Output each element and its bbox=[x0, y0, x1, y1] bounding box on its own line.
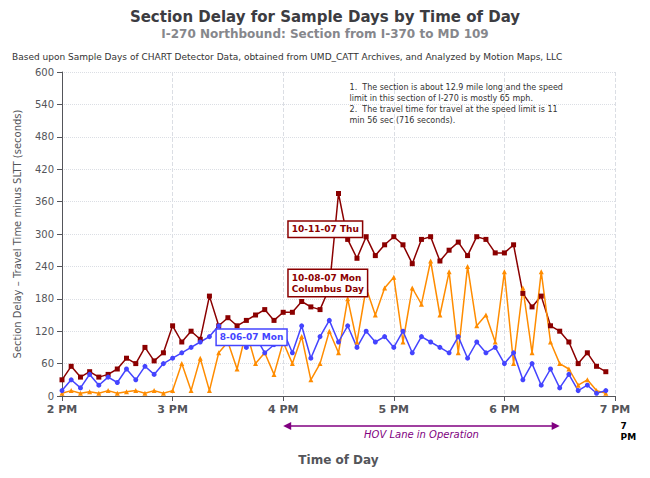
svg-text:Based upon Sample Days of CHAR: Based upon Sample Days of CHART Detector… bbox=[12, 52, 562, 62]
svg-text:PM: PM bbox=[621, 432, 637, 442]
svg-text:7 PM: 7 PM bbox=[600, 403, 631, 416]
svg-text:4 PM: 4 PM bbox=[268, 403, 299, 416]
svg-text:10-08-07 Mon: 10-08-07 Mon bbox=[292, 273, 362, 283]
svg-text:600: 600 bbox=[35, 67, 54, 78]
svg-text:180: 180 bbox=[35, 293, 54, 304]
svg-text:limit in this section of I-270: limit in this section of I-270 is mostly… bbox=[350, 94, 533, 103]
svg-text:2. The travel time for travel: 2. The travel time for travel at the spe… bbox=[350, 105, 558, 114]
svg-text:540: 540 bbox=[35, 99, 54, 110]
svg-text:420: 420 bbox=[35, 164, 54, 175]
svg-text:2 PM: 2 PM bbox=[47, 403, 78, 416]
svg-text:300: 300 bbox=[35, 229, 54, 240]
svg-text:I-270 Northbound: Section from: I-270 Northbound: Section from I-370 to … bbox=[161, 27, 488, 41]
svg-text:min 56 sec (716 seconds).: min 56 sec (716 seconds). bbox=[350, 116, 456, 125]
svg-text:8-06-07 Mon: 8-06-07 Mon bbox=[220, 332, 283, 342]
svg-text:3 PM: 3 PM bbox=[157, 403, 188, 416]
svg-text:0: 0 bbox=[48, 391, 54, 402]
svg-text:480: 480 bbox=[35, 131, 54, 142]
svg-text:1. The section is about 12.9: 1. The section is about 12.9 mile long a… bbox=[350, 83, 563, 92]
svg-text:Time of Day: Time of Day bbox=[298, 453, 378, 467]
svg-text:Section Delay – Travel Time mi: Section Delay – Travel Time minus SLTT (… bbox=[12, 109, 23, 358]
svg-text:360: 360 bbox=[35, 196, 54, 207]
svg-text:240: 240 bbox=[35, 261, 54, 272]
svg-text:6 PM: 6 PM bbox=[489, 403, 520, 416]
svg-text:10-11-07 Thu: 10-11-07 Thu bbox=[292, 224, 359, 234]
svg-text:Section Delay for Sample Days: Section Delay for Sample Days by Time of… bbox=[130, 8, 520, 26]
svg-text:120: 120 bbox=[35, 326, 54, 337]
svg-text:60: 60 bbox=[41, 358, 54, 369]
svg-text:7: 7 bbox=[621, 421, 627, 431]
svg-text:5 PM: 5 PM bbox=[379, 403, 410, 416]
svg-text:HOV Lane in Operation: HOV Lane in Operation bbox=[364, 429, 479, 440]
svg-text:Columbus Day: Columbus Day bbox=[292, 284, 364, 294]
